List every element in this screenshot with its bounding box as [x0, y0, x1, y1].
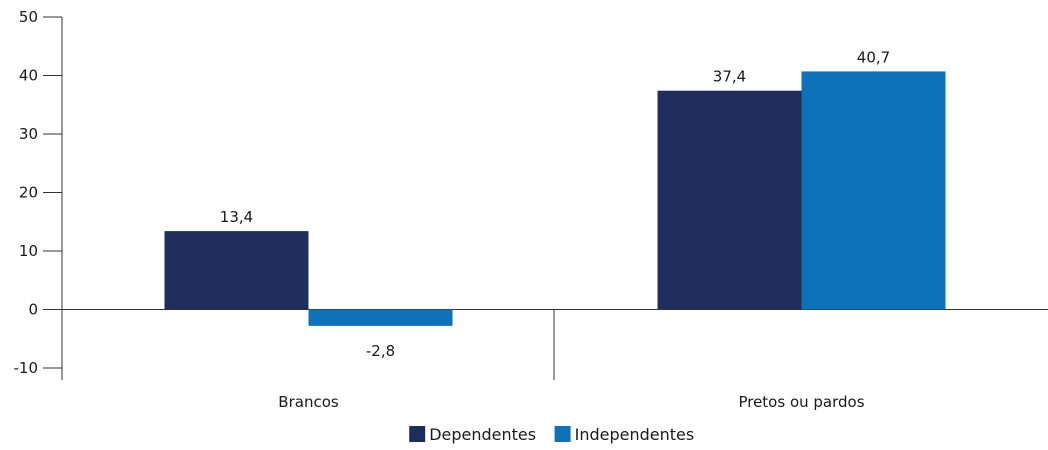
legend-swatch	[554, 426, 571, 442]
bar	[308, 309, 453, 326]
bar	[801, 71, 946, 310]
legend-label: Independentes	[575, 425, 695, 444]
legend: Dependentes Independentes	[409, 425, 694, 444]
y-tick-label: 50	[19, 8, 38, 26]
y-tick-label: 10	[19, 242, 38, 260]
y-tick-label: -10	[14, 359, 39, 377]
data-label: 13,4	[220, 208, 253, 226]
bar	[164, 231, 309, 310]
bars: 13,4 -2,8 37,4 40,7	[164, 48, 946, 360]
y-axis: 50 40 30 20 10 0 -10	[14, 8, 63, 380]
x-axis: Brancos Pretos ou pardos	[62, 309, 1048, 411]
x-category-label: Pretos ou pardos	[738, 393, 864, 411]
y-tick-label: 20	[19, 184, 38, 202]
data-label: 37,4	[713, 68, 746, 86]
x-category-label: Brancos	[278, 393, 339, 411]
y-tick-label: 30	[19, 125, 38, 143]
legend-label: Dependentes	[429, 425, 536, 444]
legend-swatch	[409, 426, 426, 442]
y-tick-label: 0	[28, 301, 38, 319]
bar	[657, 90, 802, 310]
y-tick-label: 40	[19, 67, 38, 85]
data-label: -2,8	[366, 342, 395, 360]
data-label: 40,7	[857, 48, 890, 66]
